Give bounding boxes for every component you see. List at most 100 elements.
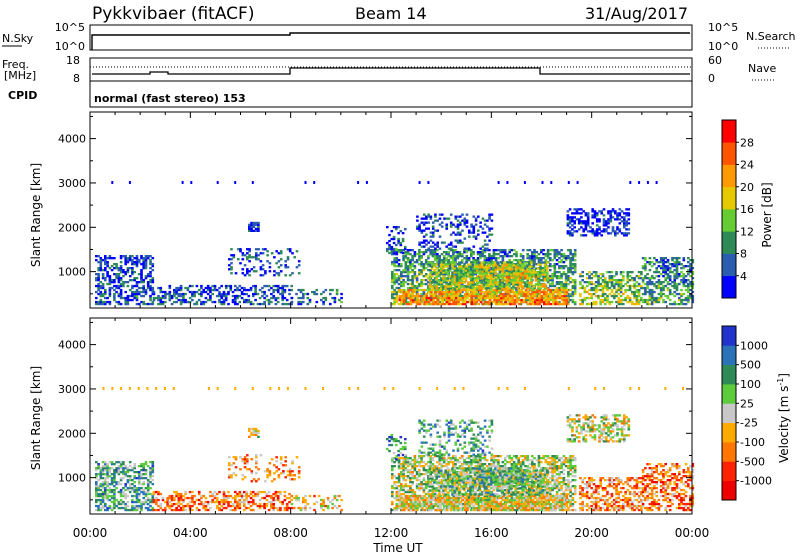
range-gate-cell (447, 251, 450, 253)
range-gate-cell (149, 279, 152, 281)
range-gate-cell (526, 272, 529, 274)
range-gate-cell (149, 295, 152, 297)
range-gate-cell (552, 297, 555, 299)
range-gate-cell (313, 293, 316, 295)
range-gate-cell (569, 289, 572, 291)
range-gate-cell (538, 259, 541, 261)
range-gate-cell (620, 281, 623, 283)
range-gate-cell (106, 463, 109, 465)
range-gate-cell (486, 244, 489, 246)
range-gate-cell (569, 220, 572, 222)
range-gate-cell (396, 251, 399, 253)
range-gate-cell (685, 279, 688, 281)
power-ylabel: Slant Range [km] (29, 163, 43, 267)
range-gate-cell (182, 181, 184, 184)
range-gate-cell (115, 487, 118, 489)
range-gate-cell (619, 218, 622, 220)
range-gate-cell (493, 255, 496, 257)
range-gate-cell (451, 265, 454, 267)
range-gate-cell (490, 270, 493, 272)
range-gate-cell (488, 264, 491, 266)
range-gate-cell (189, 491, 192, 493)
range-gate-cell (145, 469, 148, 471)
range-gate-cell (230, 266, 233, 268)
range-gate-cell (473, 291, 476, 293)
range-gate-cell (466, 257, 469, 259)
range-gate-cell (633, 287, 636, 289)
range-gate-cell (610, 220, 613, 222)
range-gate-cell (673, 275, 676, 277)
range-gate-cell (284, 303, 287, 305)
range-gate-cell (441, 299, 444, 301)
range-gate-cell (627, 273, 630, 275)
range-gate-cell (482, 246, 485, 248)
range-gate-cell (97, 279, 100, 281)
range-gate-cell (115, 275, 118, 277)
range-gate-cell (584, 281, 587, 283)
range-gate-cell (460, 265, 463, 267)
range-gate-cell (205, 505, 208, 507)
range-gate-cell (211, 293, 214, 295)
range-gate-cell (472, 265, 475, 267)
range-gate-cell (180, 301, 183, 303)
range-gate-cell (581, 279, 584, 281)
freq-tick-top: 18 (66, 54, 80, 67)
range-gate-cell (529, 268, 532, 270)
range-gate-cell (606, 285, 609, 287)
range-gate-cell (270, 505, 273, 507)
range-gate-cell (613, 297, 616, 299)
range-gate-cell (594, 210, 597, 212)
range-gate-cell (411, 255, 414, 257)
range-gate-cell (391, 297, 394, 299)
range-gate-cell (124, 507, 127, 509)
range-gate-cell (241, 291, 244, 293)
range-gate-cell (472, 263, 475, 265)
range-gate-cell (423, 279, 426, 281)
range-gate-cell (149, 287, 152, 289)
range-gate-cell (470, 224, 473, 226)
range-gate-cell (651, 293, 654, 295)
range-gate-cell (407, 269, 410, 271)
range-gate-cell (467, 285, 470, 287)
range-gate-cell (420, 269, 423, 271)
range-gate-cell (631, 279, 634, 281)
range-gate-cell (572, 279, 575, 281)
range-gate-cell (268, 303, 271, 305)
range-gate-cell (572, 271, 575, 273)
range-gate-cell (149, 255, 152, 257)
range-gate-cell (239, 505, 242, 507)
range-gate-cell (149, 263, 152, 265)
range-gate-cell (97, 479, 100, 481)
range-gate-cell (261, 295, 264, 297)
range-gate-cell (664, 301, 667, 303)
range-gate-cell (209, 495, 212, 497)
range-gate-cell (133, 475, 136, 477)
range-gate-cell (239, 250, 242, 252)
range-gate-cell (437, 301, 440, 303)
range-gate-cell (590, 289, 593, 291)
range-gate-cell (438, 257, 441, 259)
range-gate-cell (554, 255, 557, 257)
range-gate-cell (412, 297, 415, 299)
range-gate-cell (131, 469, 134, 471)
range-gate-cell (622, 277, 625, 279)
range-gate-cell (149, 285, 152, 287)
range-gate-cell (100, 269, 103, 271)
range-gate-cell (644, 265, 647, 267)
range-gate-cell (574, 269, 577, 271)
range-gate-cell (403, 293, 406, 295)
range-gate-cell (145, 463, 148, 465)
range-gate-cell (524, 274, 527, 276)
range-gate-cell (120, 501, 123, 503)
range-gate-cell (542, 249, 545, 251)
range-gate-cell (430, 232, 433, 234)
range-gate-cell (473, 299, 476, 301)
range-gate-cell (230, 254, 233, 256)
range-gate-cell (545, 255, 548, 257)
range-gate-cell (227, 505, 230, 507)
range-gate-cell (244, 254, 247, 256)
range-gate-cell (300, 291, 303, 293)
range-gate-cell (526, 261, 529, 263)
range-gate-cell (501, 266, 504, 268)
range-gate-cell (574, 267, 577, 269)
